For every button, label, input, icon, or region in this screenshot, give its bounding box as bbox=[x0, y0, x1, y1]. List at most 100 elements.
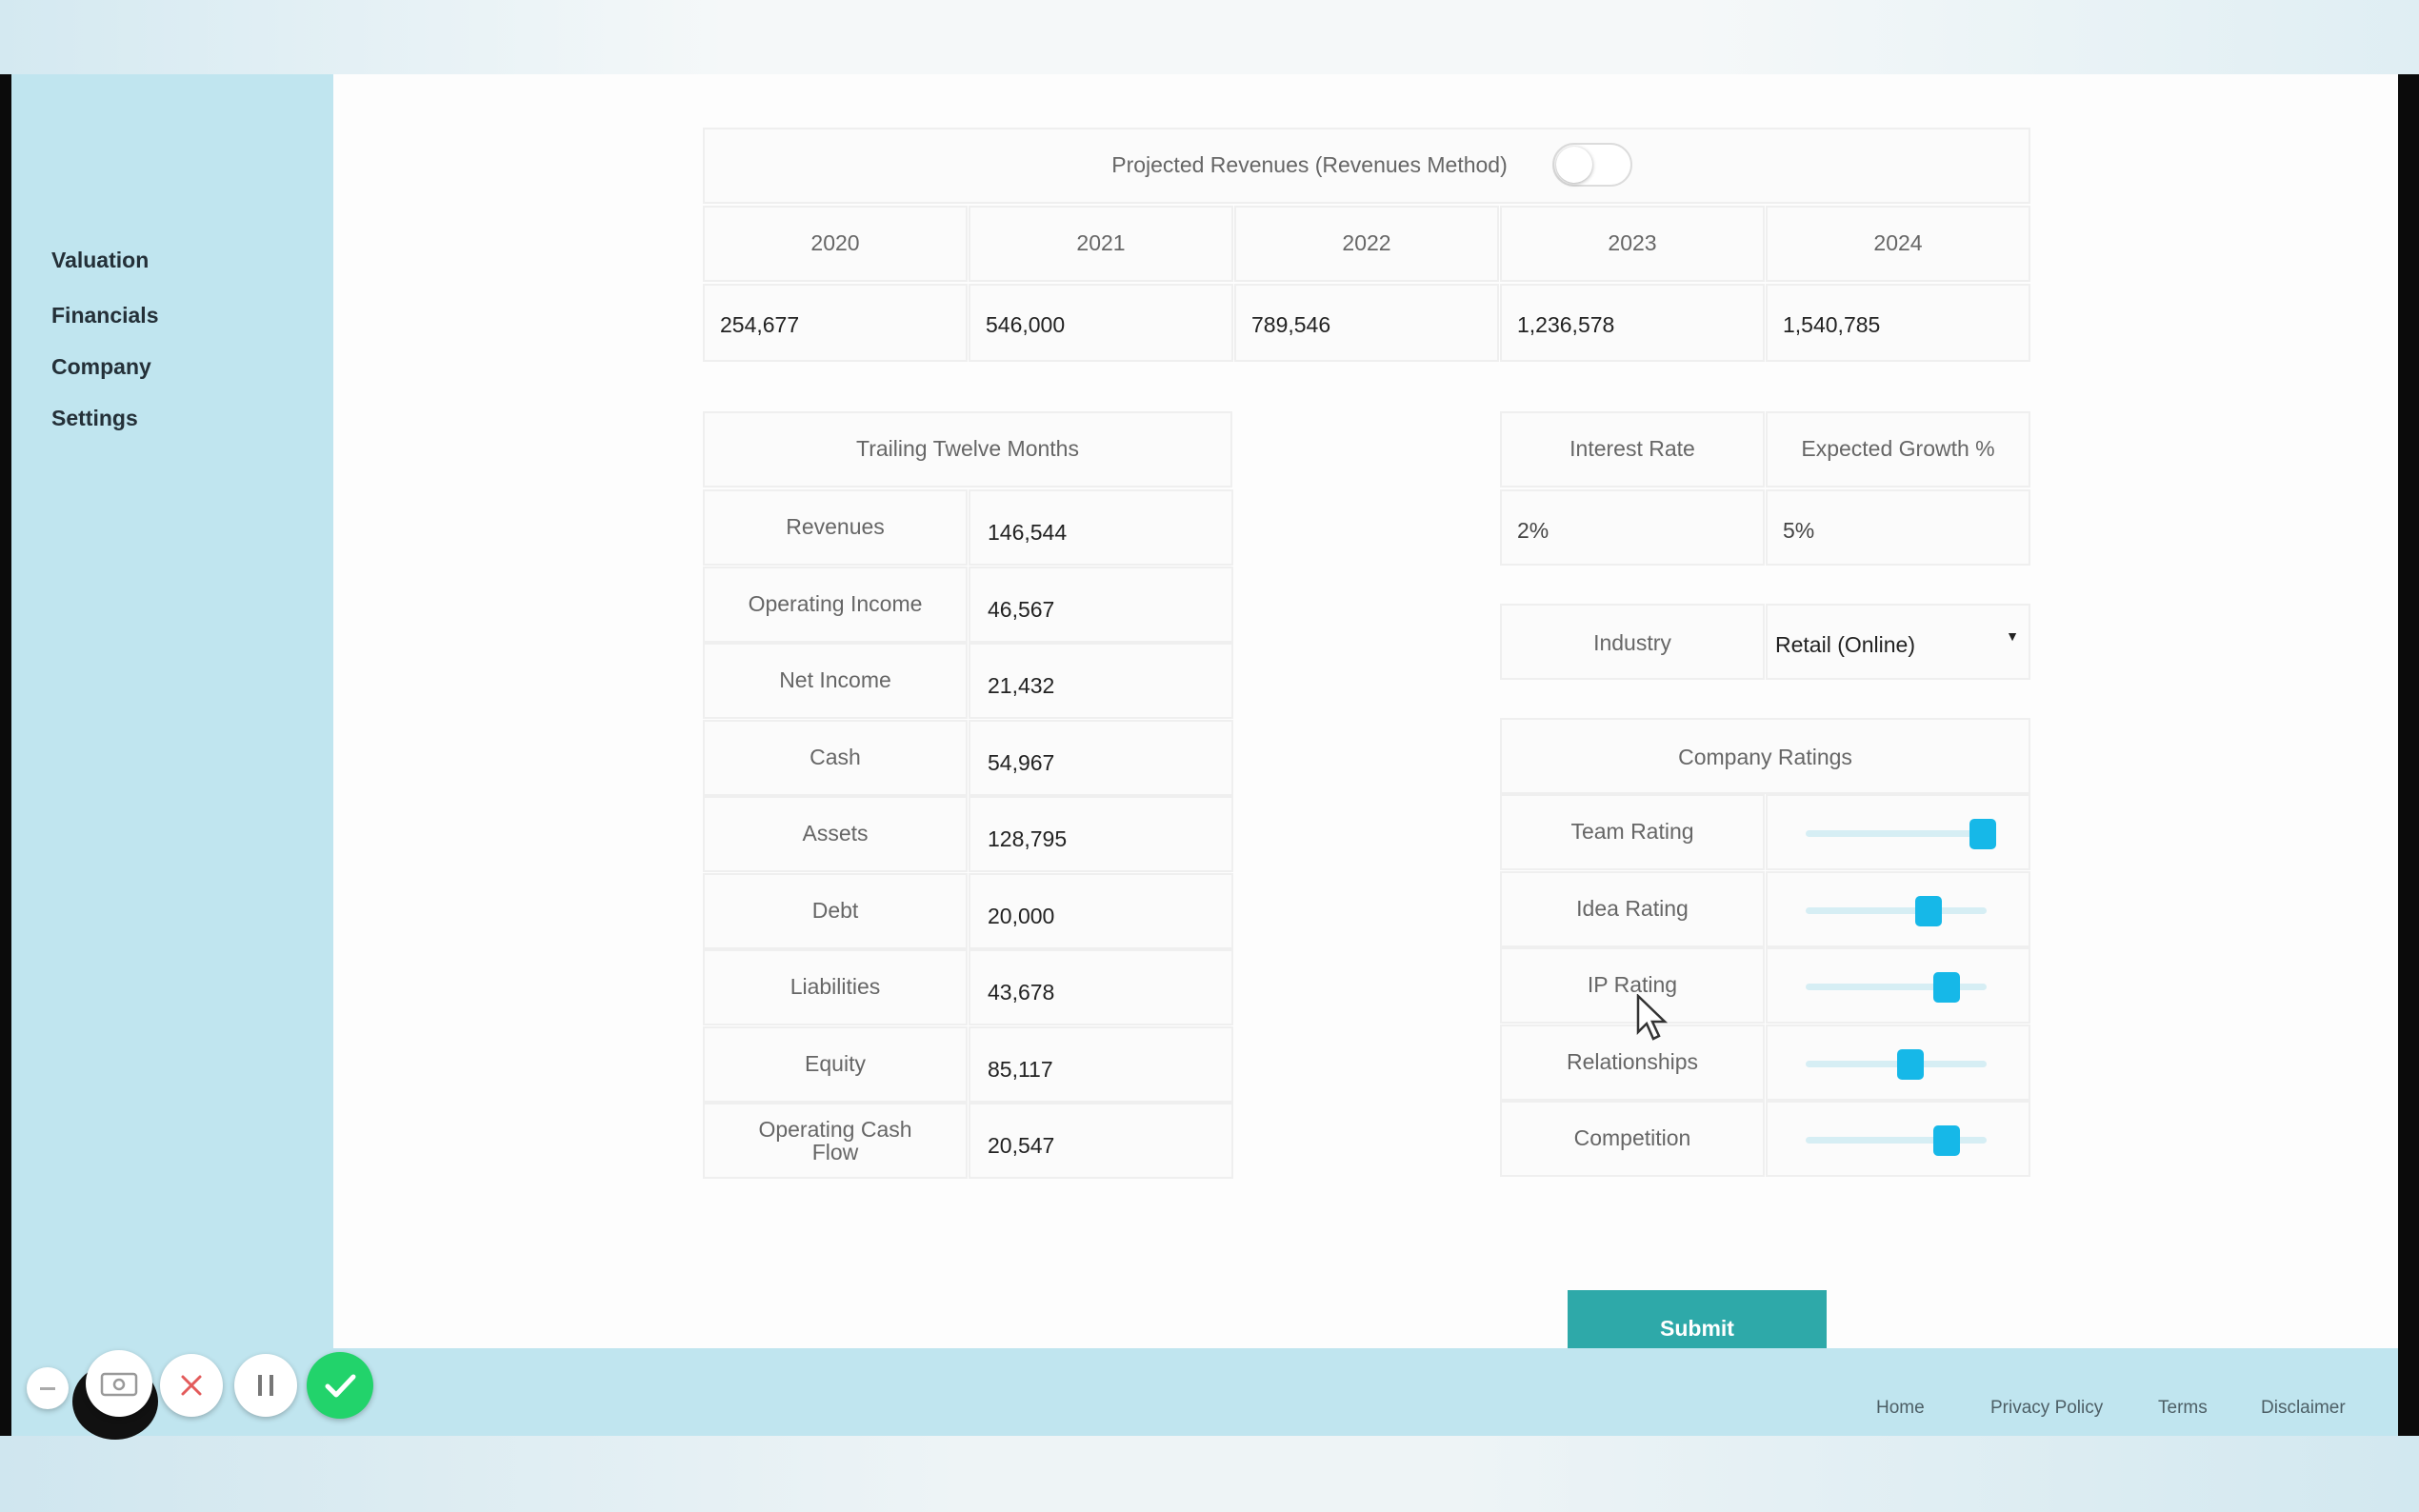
industry-selected-value: Retail (Online) bbox=[1775, 632, 1915, 657]
ttm-row-value-input[interactable]: 54,967 bbox=[969, 719, 1233, 796]
interest-rate-input[interactable]: 2% bbox=[1500, 489, 1765, 566]
rating-slider-cell bbox=[1766, 870, 2030, 947]
rating-slider[interactable] bbox=[1806, 895, 1987, 926]
rating-label-cell: Relationships bbox=[1500, 1024, 1765, 1101]
screen-left-border bbox=[0, 74, 11, 1436]
ttm-row-value: 43,678 bbox=[988, 980, 1055, 1005]
projected-value-input[interactable]: 789,546 bbox=[1234, 284, 1499, 362]
ttm-row-label-cell: Operating Income bbox=[703, 566, 968, 643]
rating-label-cell: Team Rating bbox=[1500, 794, 1765, 870]
ttm-row-value-input[interactable]: 21,432 bbox=[969, 643, 1233, 719]
ttm-row-label-cell: Revenues bbox=[703, 489, 968, 566]
ttm-row-value: 54,967 bbox=[988, 749, 1055, 775]
ttm-row-label: Revenues bbox=[786, 514, 885, 539]
ttm-row-label-cell: Liabilities bbox=[703, 949, 968, 1025]
industry-label: Industry bbox=[1593, 630, 1671, 655]
finish-recording-button[interactable] bbox=[307, 1352, 373, 1419]
ttm-row-value-input[interactable]: 43,678 bbox=[969, 949, 1233, 1025]
rating-label: Team Rating bbox=[1570, 819, 1694, 844]
ttm-row-value-input[interactable]: 146,544 bbox=[969, 489, 1233, 566]
projected-revenues-title: Projected Revenues (Revenues Method) bbox=[1111, 152, 1508, 177]
industry-label-cell: Industry bbox=[1500, 604, 1765, 680]
footer-link-privacy-policy[interactable]: Privacy Policy bbox=[1990, 1398, 2104, 1418]
projected-value-input[interactable]: 546,000 bbox=[969, 284, 1233, 362]
projected-value: 1,540,785 bbox=[1783, 312, 1881, 337]
ttm-row-label: Operating Cash Flow bbox=[758, 1117, 912, 1164]
footer-link-disclaimer[interactable]: Disclaimer bbox=[2261, 1398, 2346, 1418]
footer-link-terms[interactable]: Terms bbox=[2158, 1398, 2208, 1418]
slider-thumb[interactable] bbox=[1915, 895, 1943, 926]
expected-growth-header: Expected Growth % bbox=[1766, 411, 2030, 487]
app-window: Valuation Financials Company Settings Pr… bbox=[11, 74, 2398, 1436]
ttm-row-value-input[interactable]: 46,567 bbox=[969, 566, 1233, 643]
slider-thumb[interactable] bbox=[1897, 1048, 1925, 1080]
year-label: 2023 bbox=[1608, 230, 1657, 255]
minimize-recorder-button[interactable] bbox=[27, 1367, 69, 1409]
ttm-row-value-input[interactable]: 20,000 bbox=[969, 872, 1233, 949]
ttm-row-value: 46,567 bbox=[988, 596, 1055, 622]
sidebar-item-company[interactable]: Company bbox=[51, 354, 151, 379]
screen-bottom-band bbox=[0, 1436, 2419, 1512]
ttm-row-label-cell: Operating Cash Flow bbox=[703, 1103, 968, 1179]
projected-value-input[interactable]: 1,236,578 bbox=[1500, 284, 1765, 362]
chevron-down-icon: ▼ bbox=[2006, 628, 2019, 644]
slider-track bbox=[1806, 984, 1987, 990]
rating-slider[interactable] bbox=[1806, 1048, 1987, 1080]
rating-slider-cell bbox=[1766, 1101, 2030, 1177]
camera-toggle-button[interactable] bbox=[86, 1350, 152, 1417]
slider-thumb[interactable] bbox=[1933, 1125, 1961, 1156]
expected-growth-input[interactable]: 5% bbox=[1766, 489, 2030, 566]
year-cell: 2020 bbox=[703, 206, 968, 282]
ttm-header: Trailing Twelve Months bbox=[703, 411, 1232, 487]
industry-select[interactable]: Retail (Online) ▼ bbox=[1766, 604, 2030, 680]
ttm-row-value: 21,432 bbox=[988, 673, 1055, 698]
screen-right-border bbox=[2398, 74, 2419, 1436]
year-label: 2022 bbox=[1342, 230, 1391, 255]
ttm-row-label-cell: Equity bbox=[703, 1025, 968, 1103]
rating-label: Competition bbox=[1573, 1125, 1691, 1150]
ttm-row-label-cell: Assets bbox=[703, 796, 968, 872]
ttm-row-value: 20,547 bbox=[988, 1133, 1055, 1158]
expected-growth-value: 5% bbox=[1783, 518, 1815, 543]
year-label: 2021 bbox=[1076, 230, 1126, 255]
revenues-method-toggle[interactable] bbox=[1552, 143, 1632, 187]
projected-value: 789,546 bbox=[1251, 312, 1331, 337]
ttm-row-value-input[interactable]: 20,547 bbox=[969, 1103, 1233, 1179]
mouse-pointer-icon bbox=[1636, 994, 1669, 1041]
projected-value-input[interactable]: 1,540,785 bbox=[1766, 284, 2030, 362]
company-ratings-header: Company Ratings bbox=[1500, 718, 2030, 794]
sidebar-item-valuation[interactable]: Valuation bbox=[51, 248, 150, 272]
ttm-row-label: Net Income bbox=[779, 667, 891, 692]
projected-value-input[interactable]: 254,677 bbox=[703, 284, 968, 362]
ttm-row-label-cell: Net Income bbox=[703, 643, 968, 719]
ttm-row-value: 20,000 bbox=[988, 903, 1055, 928]
slider-thumb[interactable] bbox=[1933, 972, 1961, 1003]
year-cell: 2022 bbox=[1234, 206, 1499, 282]
cancel-recording-button[interactable] bbox=[160, 1354, 223, 1417]
ttm-title: Trailing Twelve Months bbox=[856, 436, 1079, 461]
ttm-row-label: Equity bbox=[805, 1050, 866, 1076]
projected-value: 254,677 bbox=[720, 312, 800, 337]
slider-track bbox=[1806, 906, 1987, 914]
close-icon bbox=[181, 1375, 202, 1396]
interest-rate-header: Interest Rate bbox=[1500, 411, 1765, 487]
sidebar-item-financials[interactable]: Financials bbox=[51, 303, 159, 328]
slider-thumb[interactable] bbox=[1969, 819, 1997, 849]
ttm-row-value-input[interactable]: 128,795 bbox=[969, 796, 1233, 872]
expected-growth-label: Expected Growth % bbox=[1801, 436, 1995, 461]
company-ratings-title: Company Ratings bbox=[1678, 745, 1852, 769]
rating-slider[interactable] bbox=[1806, 819, 1997, 849]
ttm-row-label-cell: Cash bbox=[703, 719, 968, 796]
rating-slider-cell bbox=[1766, 794, 2030, 870]
year-cell: 2024 bbox=[1766, 206, 2030, 282]
projected-value: 1,236,578 bbox=[1517, 312, 1615, 337]
rating-label-cell: Idea Rating bbox=[1500, 870, 1765, 947]
pause-recording-button[interactable] bbox=[234, 1354, 297, 1417]
footer-link-home[interactable]: Home bbox=[1876, 1398, 1925, 1418]
sidebar-item-settings[interactable]: Settings bbox=[51, 406, 138, 430]
slider-track bbox=[1806, 1060, 1987, 1067]
rating-slider[interactable] bbox=[1806, 1125, 1987, 1156]
rating-slider[interactable] bbox=[1806, 972, 1987, 1003]
ttm-row-value-input[interactable]: 85,117 bbox=[969, 1025, 1233, 1103]
rating-label-cell: IP Rating bbox=[1500, 947, 1765, 1024]
